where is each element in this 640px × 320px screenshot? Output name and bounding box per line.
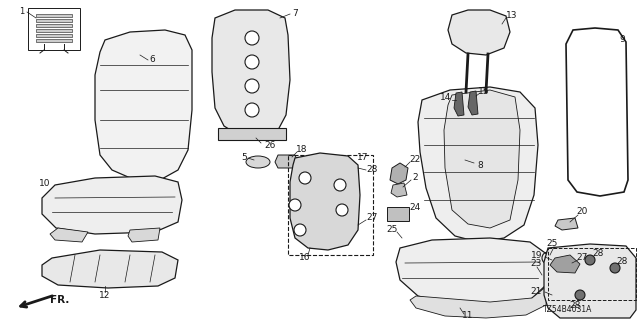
Circle shape [245,55,259,69]
Text: 17: 17 [357,154,369,163]
Text: 24: 24 [410,204,420,212]
Text: 28: 28 [616,258,628,267]
Text: 10: 10 [39,179,51,188]
Polygon shape [555,218,578,230]
Text: 18: 18 [296,146,308,155]
Text: 16: 16 [300,253,311,262]
Text: 11: 11 [462,311,474,320]
Polygon shape [396,238,548,306]
Polygon shape [50,228,88,242]
Bar [288,155,373,255]
Polygon shape [390,163,408,184]
Text: 13: 13 [506,12,518,20]
Circle shape [245,31,259,45]
Text: 2: 2 [412,173,418,182]
Text: 21: 21 [531,287,542,297]
Bar [548,248,636,300]
Text: 7: 7 [292,10,298,19]
Polygon shape [36,14,72,17]
Circle shape [334,179,346,191]
Polygon shape [550,255,580,273]
Text: 9: 9 [619,36,625,44]
Text: 25: 25 [387,226,397,235]
Text: 28: 28 [570,300,580,309]
Text: TZ54B4031A: TZ54B4031A [543,306,592,315]
Text: 12: 12 [99,291,111,300]
Circle shape [245,103,259,117]
Text: 6: 6 [149,55,155,65]
Polygon shape [36,34,72,37]
Text: 15: 15 [478,87,490,97]
Circle shape [294,224,306,236]
Polygon shape [42,250,178,288]
Text: 27: 27 [576,253,588,262]
Text: 14: 14 [440,93,452,102]
Polygon shape [95,30,192,180]
Text: 8: 8 [477,161,483,170]
Circle shape [289,199,301,211]
Circle shape [575,290,585,300]
Polygon shape [552,260,578,292]
Polygon shape [418,87,538,242]
Text: FR.: FR. [50,295,69,305]
Text: 23: 23 [531,259,541,268]
Circle shape [610,263,620,273]
Polygon shape [275,155,298,168]
Text: 28: 28 [592,250,604,259]
Polygon shape [290,153,360,250]
Text: 27: 27 [366,213,378,222]
Polygon shape [36,39,72,42]
Text: 26: 26 [264,140,276,149]
Text: 28: 28 [366,165,378,174]
Polygon shape [391,183,407,197]
Text: 25: 25 [547,238,557,247]
Circle shape [245,79,259,93]
Polygon shape [36,29,72,32]
Text: 19: 19 [531,252,542,260]
Circle shape [585,255,595,265]
Bar [387,207,409,221]
Polygon shape [544,244,636,318]
Text: 20: 20 [576,207,588,217]
Polygon shape [454,92,464,116]
Polygon shape [410,285,548,318]
Polygon shape [444,90,520,228]
Ellipse shape [246,156,270,168]
Polygon shape [212,10,290,138]
Polygon shape [128,228,160,242]
Bar [218,128,286,140]
Polygon shape [36,24,72,27]
Text: 22: 22 [410,156,420,164]
Circle shape [336,204,348,216]
Circle shape [299,172,311,184]
Polygon shape [36,19,72,22]
Bar [28,8,80,50]
Polygon shape [468,91,478,115]
Text: 1: 1 [19,7,24,17]
Text: 5: 5 [241,153,247,162]
Polygon shape [42,176,182,234]
Polygon shape [448,10,510,55]
